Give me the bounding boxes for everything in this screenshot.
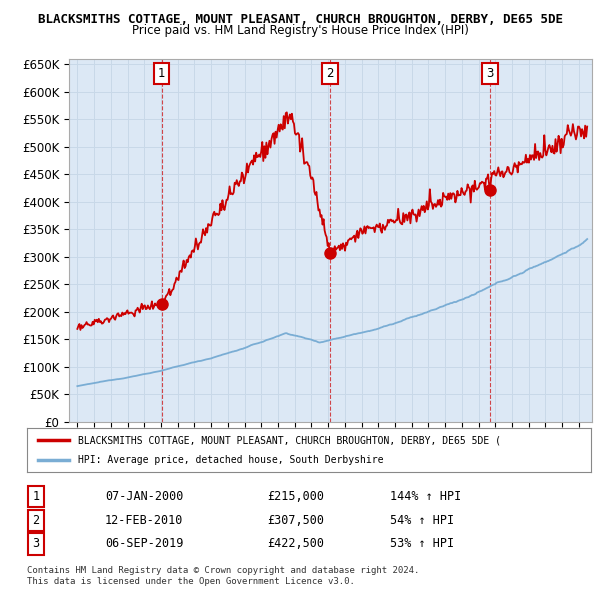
Text: This data is licensed under the Open Government Licence v3.0.: This data is licensed under the Open Gov… (27, 577, 355, 586)
Text: HPI: Average price, detached house, South Derbyshire: HPI: Average price, detached house, Sout… (78, 455, 383, 464)
Text: 2: 2 (326, 67, 334, 80)
Text: 2: 2 (32, 514, 40, 527)
Text: 3: 3 (32, 537, 40, 550)
Text: 53% ↑ HPI: 53% ↑ HPI (390, 537, 454, 550)
Text: 144% ↑ HPI: 144% ↑ HPI (390, 490, 461, 503)
Text: 12-FEB-2010: 12-FEB-2010 (105, 514, 184, 527)
Text: 1: 1 (32, 490, 40, 503)
Text: 54% ↑ HPI: 54% ↑ HPI (390, 514, 454, 527)
Text: £422,500: £422,500 (267, 537, 324, 550)
Text: 06-SEP-2019: 06-SEP-2019 (105, 537, 184, 550)
Text: 1: 1 (158, 67, 166, 80)
Text: BLACKSMITHS COTTAGE, MOUNT PLEASANT, CHURCH BROUGHTON, DERBY, DE65 5DE: BLACKSMITHS COTTAGE, MOUNT PLEASANT, CHU… (37, 13, 563, 26)
Text: BLACKSMITHS COTTAGE, MOUNT PLEASANT, CHURCH BROUGHTON, DERBY, DE65 5DE (: BLACKSMITHS COTTAGE, MOUNT PLEASANT, CHU… (78, 435, 501, 445)
Text: £307,500: £307,500 (267, 514, 324, 527)
Text: 07-JAN-2000: 07-JAN-2000 (105, 490, 184, 503)
Text: 3: 3 (486, 67, 494, 80)
Text: Contains HM Land Registry data © Crown copyright and database right 2024.: Contains HM Land Registry data © Crown c… (27, 566, 419, 575)
Text: Price paid vs. HM Land Registry's House Price Index (HPI): Price paid vs. HM Land Registry's House … (131, 24, 469, 37)
Text: £215,000: £215,000 (267, 490, 324, 503)
